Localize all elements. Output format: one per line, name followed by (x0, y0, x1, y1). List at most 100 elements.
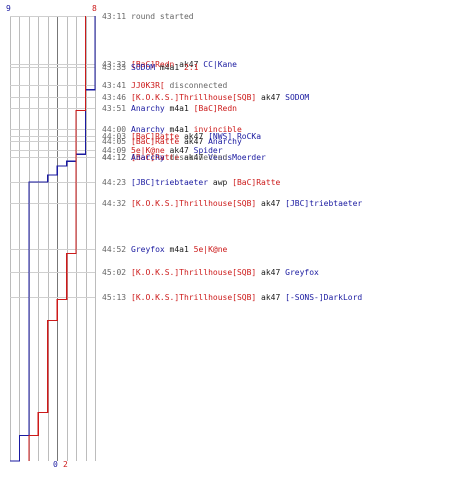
event-row: 44:23 [JBC]triebtaeter awp [BaC]Ratte (102, 178, 281, 187)
event-row: 43:46 [K.O.K.S.]Thrillhouse[SQB] ak47 SOD… (102, 93, 309, 102)
event-row: 43:41 JJ0K3R[ disconnected (102, 81, 228, 90)
event-time: 43:11 (102, 12, 126, 21)
event-time: 44:32 (102, 199, 126, 208)
event-part: Anarchy (131, 125, 165, 134)
event-time: 43:41 (102, 81, 126, 90)
event-row: 44:09 5e|K@ne ak47 Spider (102, 146, 223, 155)
event-text: [BaC]Ratte ak47 Anarchy (131, 137, 242, 146)
red-end-count: 2 (63, 460, 68, 469)
event-part: ak47 (179, 132, 208, 141)
event-row: 43:51 Anarchy m4a1 [BaC]Redn (102, 104, 237, 113)
event-part: ak47 (256, 199, 285, 208)
event-part: m4a1 (155, 63, 184, 72)
event-part: ak47 (179, 137, 208, 146)
event-row: 43:33 SODOM m4a1 2:1 (102, 63, 199, 72)
event-text: [K.O.K.S.]Thrillhouse[SQB] ak47 SODOM (131, 93, 309, 102)
event-text: [K.O.K.S.]Thrillhouse[SQB] ak47 [JBC]tri… (131, 199, 362, 208)
event-part: Anarchy (131, 153, 165, 162)
event-text: [BaC]Ratte ak47 VenusMoerder (131, 153, 266, 162)
event-part: 5e|K@ne (194, 245, 228, 254)
event-part: ak47 (179, 153, 208, 162)
event-part: Spider (194, 146, 223, 155)
event-row: 44:12 Anarchy disconnected (102, 153, 228, 162)
red-start-count: 8 (92, 4, 97, 13)
event-text: JJ0K3R[ disconnected (131, 81, 228, 90)
event-time: 44:05 (102, 137, 126, 146)
event-time: 43:33 (102, 63, 126, 72)
event-part: m4a1 (165, 245, 194, 254)
event-time: 43:32 (102, 60, 126, 69)
event-text: Anarchy m4a1 [BaC]Redn (131, 104, 237, 113)
event-row: 44:52 Greyfox m4a1 5e|K@ne (102, 245, 228, 254)
event-part: CC|Kane (203, 60, 237, 69)
score-series (10, 16, 96, 462)
event-part: Greyfox (131, 245, 165, 254)
event-part: 2:1 (184, 63, 199, 72)
event-part: ak47 (256, 268, 285, 277)
event-connectors (10, 16, 95, 298)
event-time: 44:03 (102, 132, 126, 141)
event-part: invincible (194, 125, 242, 134)
event-time: 45:13 (102, 293, 126, 302)
event-row: 45:02 [K.O.K.S.]Thrillhouse[SQB] ak47 Gre… (102, 268, 319, 277)
event-text: Anarchy disconnected (131, 153, 228, 162)
event-text: [JBC]triebtaeter awp [BaC]Ratte (131, 178, 281, 187)
event-time: 44:52 (102, 245, 126, 254)
event-part: ak47 (165, 146, 194, 155)
event-row: 43:32 [BaC]Redn ak47 CC|Kane (102, 60, 237, 69)
event-part: [K.O.K.S.]Thrillhouse[SQB] (131, 293, 256, 302)
event-part: Anarchy (208, 137, 242, 146)
event-part: [BaC]Redn (194, 104, 238, 113)
event-part: SODOM (285, 93, 309, 102)
event-part: m4a1 (165, 125, 194, 134)
event-part: ak47 (256, 293, 285, 302)
event-part: Greyfox (285, 268, 319, 277)
event-part: ak47 (174, 60, 203, 69)
event-part: [BaC]Ratte (232, 178, 280, 187)
event-part: ak47 (256, 93, 285, 102)
event-row: 44:00 Anarchy m4a1 invincible (102, 125, 242, 134)
blue-team-series (10, 16, 96, 462)
event-part: disconnected (165, 153, 228, 162)
event-part: [NWS] RoCKa (208, 132, 261, 141)
grid-lines (10, 16, 96, 461)
event-row: 44:12 [BaC]Ratte ak47 VenusMoerder (102, 153, 266, 162)
event-time: 44:00 (102, 125, 126, 134)
blue-end-count: 0 (53, 460, 58, 469)
event-part: disconnected (165, 81, 228, 90)
event-part: [JBC]triebtaeter (285, 199, 362, 208)
event-time: 44:23 (102, 178, 126, 187)
event-part: SODOM (131, 63, 155, 72)
event-time: 43:46 (102, 93, 126, 102)
event-time: 45:02 (102, 268, 126, 277)
event-row: 44:03 [BaC]Ratte ak47 [NWS] RoCKa (102, 132, 261, 141)
event-text: [K.O.K.S.]Thrillhouse[SQB] ak47 [-SONS-]… (131, 293, 362, 302)
event-time: 43:51 (102, 104, 126, 113)
event-part: Anarchy (131, 104, 165, 113)
event-part: [BaC]Ratte (131, 132, 179, 141)
event-part: [BaC]Ratte (131, 153, 179, 162)
blue-start-count: 9 (6, 4, 11, 13)
event-text: [BaC]Ratte ak47 [NWS] RoCKa (131, 132, 261, 141)
event-part: m4a1 (165, 104, 194, 113)
event-part: round started (131, 12, 194, 21)
event-part: [BaC]Redn (131, 60, 175, 69)
event-part: JJ0K3R[ (131, 81, 165, 90)
event-log: 43:11 round started 43:32 [BaC]Redn ak47 CC… (102, 12, 362, 302)
event-text: [K.O.K.S.]Thrillhouse[SQB] ak47 Greyfox (131, 268, 319, 277)
event-part: [BaC]Ratte (131, 137, 179, 146)
event-text: 5e|K@ne ak47 Spider (131, 146, 223, 155)
event-text: SODOM m4a1 2:1 (131, 63, 199, 72)
event-text: Anarchy m4a1 invincible (131, 125, 242, 134)
event-text: round started (131, 12, 194, 21)
event-part: [-SONS-]DarkLord (285, 293, 362, 302)
event-part: [K.O.K.S.]Thrillhouse[SQB] (131, 93, 256, 102)
event-row: 44:05 [BaC]Ratte ak47 Anarchy (102, 137, 242, 146)
event-part: [K.O.K.S.]Thrillhouse[SQB] (131, 268, 256, 277)
event-time: 44:09 (102, 146, 126, 155)
event-part: awp (208, 178, 232, 187)
event-part: [JBC]triebtaeter (131, 178, 208, 187)
event-text: [BaC]Redn ak47 CC|Kane (131, 60, 237, 69)
event-part: VenusMoerder (208, 153, 266, 162)
